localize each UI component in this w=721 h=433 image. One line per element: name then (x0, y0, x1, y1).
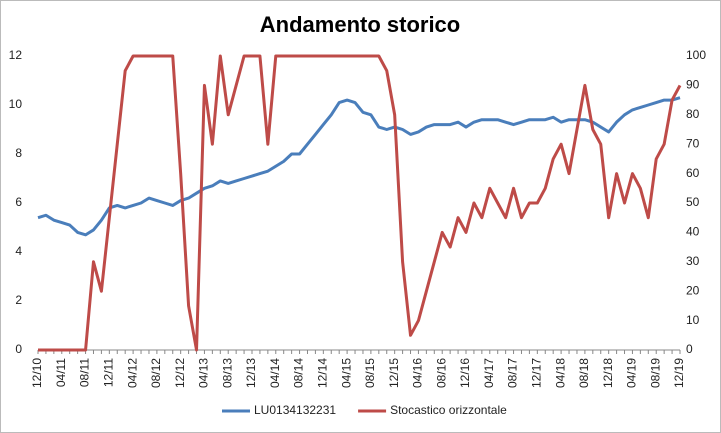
y2-tick-label: 60 (686, 166, 700, 180)
x-tick-label: 08/16 (434, 358, 448, 388)
y2-tick-label: 90 (686, 78, 700, 92)
series-line (37, 96, 681, 237)
y-tick-label: 10 (9, 97, 23, 111)
y2-tick-label: 0 (686, 342, 693, 356)
y2-tick-label: 30 (686, 254, 700, 268)
y-tick-label: 2 (15, 293, 22, 307)
x-tick-label: 04/14 (268, 358, 282, 388)
x-tick-label: 12/17 (530, 358, 544, 388)
x-tick-label: 12/19 (672, 358, 686, 388)
y-tick-label: 0 (15, 342, 22, 356)
series-line (38, 54, 682, 352)
x-tick-label: 12/14 (316, 358, 330, 388)
x-tick-label: 04/12 (125, 358, 139, 388)
y-tick-label: 8 (15, 146, 22, 160)
x-tick-label: 08/11 (78, 358, 92, 387)
x-tick-label: 12/13 (244, 358, 258, 388)
x-tick-label: 08/18 (577, 358, 591, 388)
x-tick-label: 04/15 (339, 358, 353, 388)
y-tick-label: 6 (15, 195, 22, 209)
x-tick-label: 12/18 (601, 358, 615, 388)
x-tick-label: 04/19 (625, 358, 639, 388)
x-tick-label: 12/15 (387, 358, 401, 388)
x-tick-label: 04/17 (482, 358, 496, 388)
x-tick-label: 04/13 (197, 358, 211, 388)
y2-tick-label: 100 (686, 48, 706, 62)
legend-label: LU0134132231 (254, 403, 336, 417)
x-tick-label: 08/12 (149, 358, 163, 388)
x-tick-label: 12/11 (102, 358, 116, 387)
y2-tick-label: 40 (686, 225, 700, 239)
x-tick-label: 12/12 (173, 358, 187, 388)
x-tick-label: 08/15 (363, 358, 377, 388)
y2-tick-label: 10 (686, 313, 700, 327)
y2-tick-label: 70 (686, 136, 700, 150)
y2-tick-label: 80 (686, 107, 700, 121)
y2-tick-label: 50 (686, 195, 700, 209)
x-tick-label: 12/10 (30, 358, 44, 388)
x-tick-label: 08/14 (292, 358, 306, 388)
x-tick-label: 08/19 (648, 358, 662, 388)
x-tick-label: 04/18 (553, 358, 567, 388)
y-tick-label: 12 (9, 48, 23, 62)
legend-label: Stocastico orizzontale (390, 403, 507, 417)
x-tick-label: 12/16 (458, 358, 472, 388)
x-tick-label: 08/13 (220, 358, 234, 388)
x-tick-label: 04/16 (411, 358, 425, 388)
x-tick-label: 08/17 (506, 358, 520, 388)
y-tick-label: 4 (15, 244, 22, 258)
x-tick-label: 04/11 (54, 358, 68, 387)
y2-tick-label: 20 (686, 283, 700, 297)
chart-title: Andamento storico (260, 12, 460, 37)
